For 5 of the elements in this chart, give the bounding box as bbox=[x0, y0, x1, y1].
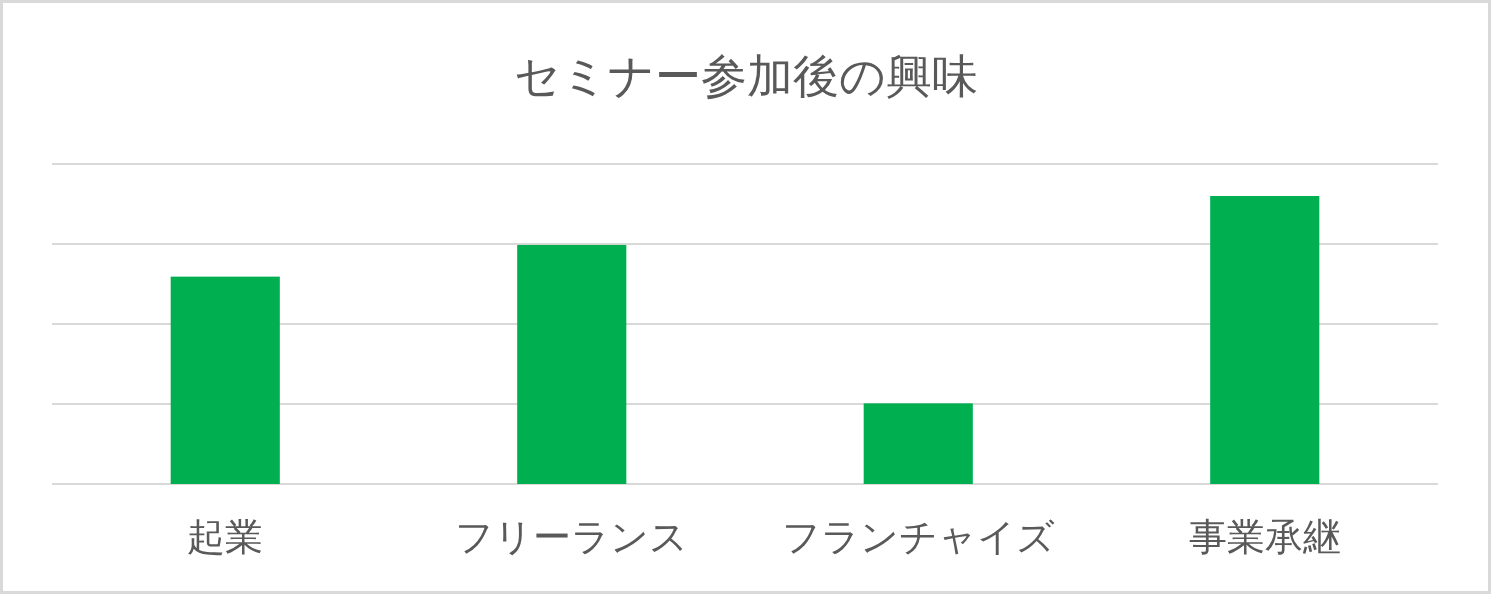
chart-title: セミナー参加後の興味 bbox=[513, 49, 978, 103]
x-tick-label: 起業 bbox=[187, 515, 264, 559]
x-tick-label: フリーランス bbox=[455, 515, 689, 559]
x-tick-label: 事業承継 bbox=[1188, 515, 1341, 559]
x-tick-label: フランチャイズ bbox=[781, 515, 1055, 559]
